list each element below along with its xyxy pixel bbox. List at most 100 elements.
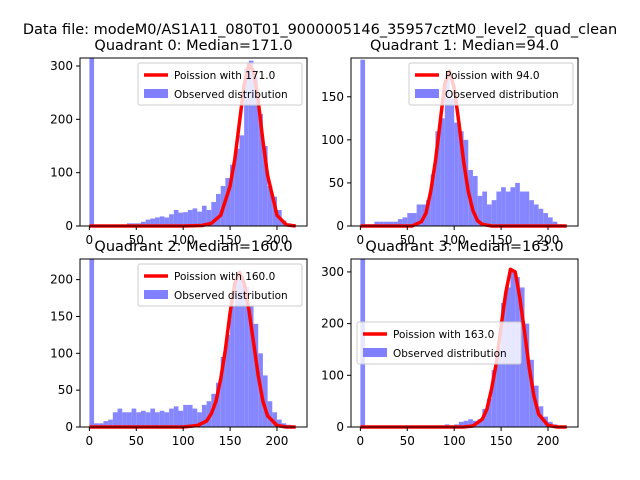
x-tick-label: 150 xyxy=(490,434,513,448)
histogram-bar xyxy=(383,221,389,226)
y-tick-label: 200 xyxy=(321,317,344,331)
histogram-bar xyxy=(248,60,254,226)
histogram-bar xyxy=(267,186,273,226)
histogram-bar xyxy=(430,174,436,226)
histogram-bar xyxy=(379,221,384,226)
histogram-bar xyxy=(145,412,151,427)
legend-fit-label: Poission with 163.0 xyxy=(393,329,494,341)
poisson-fit-line xyxy=(360,267,567,429)
legend: Poission with 163.0 Observed distribution xyxy=(356,321,522,365)
histogram-bar xyxy=(192,208,198,226)
histogram-bar xyxy=(411,213,417,226)
histogram-bar xyxy=(487,398,492,427)
histogram-bar xyxy=(140,221,146,226)
histogram-bar xyxy=(183,404,188,427)
histogram-bar xyxy=(187,404,193,427)
subplot-quadrant-2: 0 50 100 150 200 0 50 100 150 200 Quadrant 2: Medi… xyxy=(50,239,308,448)
histogram-bar xyxy=(501,302,506,427)
y-tick-label: 0 xyxy=(65,219,73,233)
histogram-bar xyxy=(524,191,530,226)
x-tick-label: 100 xyxy=(443,233,466,247)
histogram-bar xyxy=(122,412,127,427)
legend: Poission with 171.0 Observed distribution xyxy=(137,62,303,106)
histogram-bar xyxy=(426,200,431,226)
histogram-bar xyxy=(402,217,408,226)
histogram-bar xyxy=(112,412,118,427)
y-tick-label: 0 xyxy=(65,420,73,434)
histogram-bar xyxy=(258,114,263,226)
histogram-bar xyxy=(89,259,95,427)
subplot-title: Quadrant 1: Median=94.0 xyxy=(370,38,559,54)
histogram-bar xyxy=(416,204,422,226)
subplot-quadrant-0: 0 50 100 150 200 0 100 200 300 Quadrant 0: Median… xyxy=(50,38,308,247)
histogram-bar xyxy=(374,221,380,226)
histogram-bar xyxy=(197,412,202,427)
histogram-bar xyxy=(220,357,226,427)
histogram-bar xyxy=(477,419,483,427)
histogram-bar xyxy=(267,401,273,427)
y-tick-label: 300 xyxy=(321,265,344,279)
y-tick-label: 100 xyxy=(50,346,73,360)
histogram-bar xyxy=(187,210,193,226)
x-tick-label: 50 xyxy=(400,434,415,448)
histogram-bar xyxy=(155,412,160,427)
axes-frame xyxy=(350,57,579,227)
legend-fit-label: Poission with 171.0 xyxy=(174,70,275,82)
x-tick-label: 150 xyxy=(219,434,242,448)
histogram-bar xyxy=(140,410,146,427)
histogram-bar xyxy=(98,423,104,427)
histogram-bar xyxy=(440,118,445,226)
histogram-bar xyxy=(397,219,403,226)
axes-frame xyxy=(79,258,308,428)
histogram-bar xyxy=(239,275,245,427)
histogram-bar xyxy=(472,176,478,226)
histogram-bar xyxy=(234,279,240,427)
x-tick-label: 50 xyxy=(129,434,144,448)
x-tick-label: 100 xyxy=(172,434,195,448)
legend-fit-label: Poission with 94.0 xyxy=(445,70,540,82)
histogram-bar xyxy=(169,408,174,427)
x-tick-label: 100 xyxy=(172,233,195,247)
x-tick-label: 0 xyxy=(357,233,365,247)
legend-fit-label: Poission with 160.0 xyxy=(174,271,275,283)
legend-hist-label: Observed distribution xyxy=(174,290,288,302)
histogram-bar xyxy=(211,202,217,226)
histogram-bar xyxy=(491,200,497,226)
histogram-bar xyxy=(197,211,202,226)
histogram-bar xyxy=(529,359,534,427)
subplot-quadrant-1: 0 50 100 150 200 0 50 100 150 Quadrant 1: Median=… xyxy=(321,38,579,247)
histogram-bar xyxy=(253,323,259,427)
x-tick-label: 0 xyxy=(86,434,94,448)
histogram-bar xyxy=(131,408,137,427)
histogram-bar xyxy=(244,68,249,227)
histogram-bar xyxy=(173,210,179,226)
legend-hist-swatch xyxy=(363,348,387,357)
y-tick-label: 200 xyxy=(50,273,73,287)
histogram-bar xyxy=(155,217,160,226)
y-tick-label: 150 xyxy=(50,309,73,323)
histogram-bar xyxy=(244,287,249,427)
y-tick-label: 200 xyxy=(50,112,73,126)
histogram-bar xyxy=(89,58,95,226)
y-tick-label: 100 xyxy=(321,368,344,382)
x-tick-label: 150 xyxy=(219,233,242,247)
x-tick-label: 200 xyxy=(266,233,289,247)
histogram-bar xyxy=(216,382,221,427)
histogram-bar xyxy=(248,305,254,427)
histogram-bar xyxy=(505,191,511,226)
histogram-bar xyxy=(543,213,548,226)
legend-frame xyxy=(137,263,303,307)
histogram-bar xyxy=(169,214,174,226)
histogram-bar xyxy=(477,195,483,226)
y-tick-label: 0 xyxy=(336,219,344,233)
legend: Poission with 94.0 Observed distribution xyxy=(408,62,574,106)
histogram-bar xyxy=(230,305,235,427)
histogram-bar xyxy=(94,423,99,427)
y-tick-label: 100 xyxy=(50,166,73,180)
y-tick-label: 0 xyxy=(336,420,344,434)
histogram-bar xyxy=(164,217,170,226)
subplot-title: Quadrant 3: Median=163.0 xyxy=(365,239,563,255)
histogram-bar xyxy=(529,200,534,226)
histogram-bar xyxy=(388,221,394,226)
histogram-bar xyxy=(206,210,212,226)
